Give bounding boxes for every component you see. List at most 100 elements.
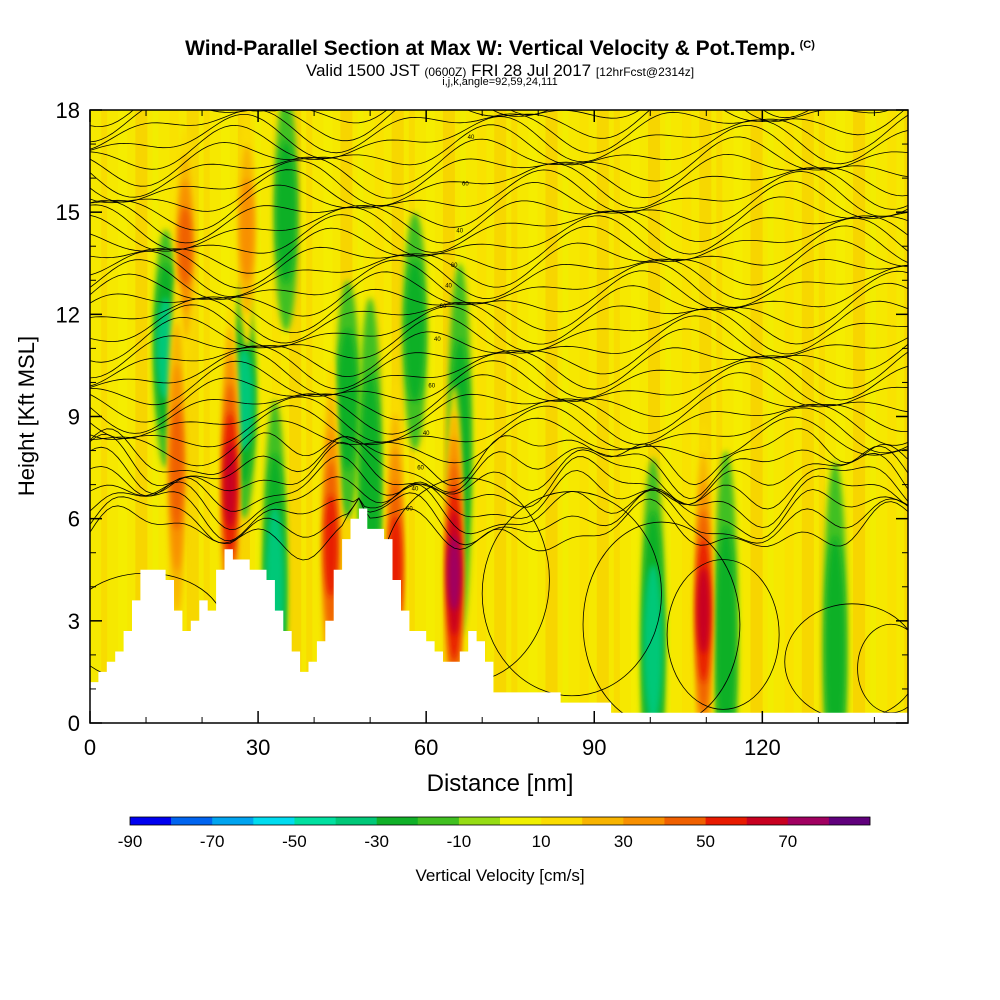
downdraft-cell [275, 140, 297, 284]
theta-contour-line [90, 48, 908, 97]
colorbar-tick-label: -30 [364, 832, 389, 851]
velocity-streak [750, 110, 763, 723]
x-tick-label: 60 [414, 735, 438, 760]
theta-contour-label: 60 [417, 465, 424, 471]
y-tick-label: 6 [68, 507, 80, 532]
theta-contour-line [90, 110, 891, 128]
theta-contour-line [90, 497, 908, 561]
theta-contour-line [90, 455, 908, 512]
plot-area: 60 40 60 40 60 40 60 40 60 40 60 40 60 40 [90, 48, 908, 723]
theta-contour-line [90, 196, 908, 244]
colorbar-swatch [582, 817, 624, 825]
theta-contour-line [90, 405, 908, 454]
velocity-streak [477, 110, 487, 723]
theta-contours: 60 40 60 40 60 40 60 40 60 40 60 40 60 40 [90, 48, 908, 723]
theta-contour-line [90, 214, 908, 261]
colorbar-tick-label: -10 [447, 832, 472, 851]
theta-contour-line [90, 110, 908, 154]
velocity-streak [101, 110, 108, 723]
theta-contour-line [582, 521, 741, 723]
downdraft-cell [643, 564, 663, 723]
y-tick-label: 18 [56, 98, 80, 123]
subtitle-zone: (0600Z) [424, 65, 467, 79]
theta-contour-label: 60 [451, 263, 458, 269]
velocity-streak [579, 110, 589, 723]
theta-contour-line [90, 489, 908, 546]
theta-contour-line [90, 124, 908, 170]
theta-contour-line [90, 282, 908, 334]
colorbar-swatch [828, 817, 871, 825]
theta-contour-line [90, 180, 908, 231]
colorbar-swatch [335, 817, 377, 825]
theta-contour-line [262, 110, 810, 119]
theta-contour-line [90, 483, 908, 542]
velocity-streak [545, 110, 558, 723]
velocity-streak [818, 110, 825, 723]
theta-contour-label: 60 [473, 101, 480, 107]
x-tick-label: 30 [246, 735, 270, 760]
theta-contour-line [90, 345, 908, 390]
theta-contour-line [90, 160, 908, 210]
velocity-streak [255, 110, 262, 723]
velocity-streak [630, 110, 640, 723]
velocity-cells [153, 110, 848, 723]
velocity-streak [135, 110, 148, 723]
colorbar-tick-label: 70 [778, 832, 797, 851]
velocity-streak [784, 110, 794, 723]
theta-contour-line [90, 360, 908, 407]
theta-contour-line [90, 433, 908, 500]
colorbar-tick-label: 30 [614, 832, 633, 851]
terrain [90, 508, 908, 723]
theta-contour-line [90, 270, 908, 317]
velocity-streak [511, 110, 518, 723]
x-axis-label: Distance [nm] [427, 770, 574, 797]
updraft-cell [697, 567, 710, 654]
colorbar-swatch [746, 817, 789, 825]
theta-contour-line [90, 315, 908, 363]
title-main: Wind-Parallel Section at Max W: Vertical… [185, 37, 796, 60]
y-tick-label: 0 [68, 711, 80, 736]
velocity-streak [152, 110, 159, 723]
colorbar-swatch [171, 817, 213, 825]
colorbar-tick-label: 10 [532, 832, 551, 851]
colorbar-label: Vertical Velocity [cm/s] [415, 866, 584, 885]
velocity-streak [801, 110, 814, 723]
theta-contour-label: 40 [412, 486, 419, 492]
velocity-streak [562, 110, 569, 723]
theta-contour-line [90, 304, 908, 355]
downdraft-cell [404, 259, 426, 403]
theta-contour-label: 60 [462, 182, 469, 188]
theta-contour-line [90, 389, 908, 435]
colorbar-tick-label: -90 [118, 832, 143, 851]
colorbar-swatch [212, 817, 254, 825]
downdraft-cell [715, 525, 737, 723]
velocity-streak [203, 110, 210, 723]
theta-contour-line [90, 396, 908, 446]
theta-contour-line [90, 470, 908, 531]
y-tick-label: 3 [68, 609, 80, 634]
colorbar-swatch [664, 817, 706, 825]
velocity-streak [682, 110, 692, 723]
velocity-streak [887, 110, 897, 723]
colorbar-swatch [130, 817, 172, 825]
subtitle-valid: Valid 1500 JST [305, 61, 420, 80]
velocity-streak [596, 110, 609, 723]
velocity-streak [767, 110, 774, 723]
x-tick-label: 0 [84, 735, 96, 760]
theta-contour-label: 60 [428, 383, 435, 389]
subtitle-fcst: [12hrFcst@2314z] [595, 65, 695, 79]
velocity-streak [733, 110, 743, 723]
colorbar-swatch [458, 817, 501, 825]
downdraft-cell [234, 348, 254, 451]
updraft-cell [178, 206, 192, 286]
theta-contour-label: 40 [445, 284, 452, 290]
subtitle-date: FRI 28 Jul 2017 [471, 61, 592, 80]
colorbar-swatch [705, 817, 747, 825]
colorbar-swatch [294, 817, 336, 825]
colorbar-swatch [541, 817, 583, 825]
colorbar-tick-label: -70 [200, 832, 225, 851]
theta-contour-label: 40 [434, 337, 441, 343]
theta-contour-label: 60 [406, 506, 413, 512]
y-tick-label: 9 [68, 405, 80, 430]
theta-contour-line [90, 204, 908, 255]
